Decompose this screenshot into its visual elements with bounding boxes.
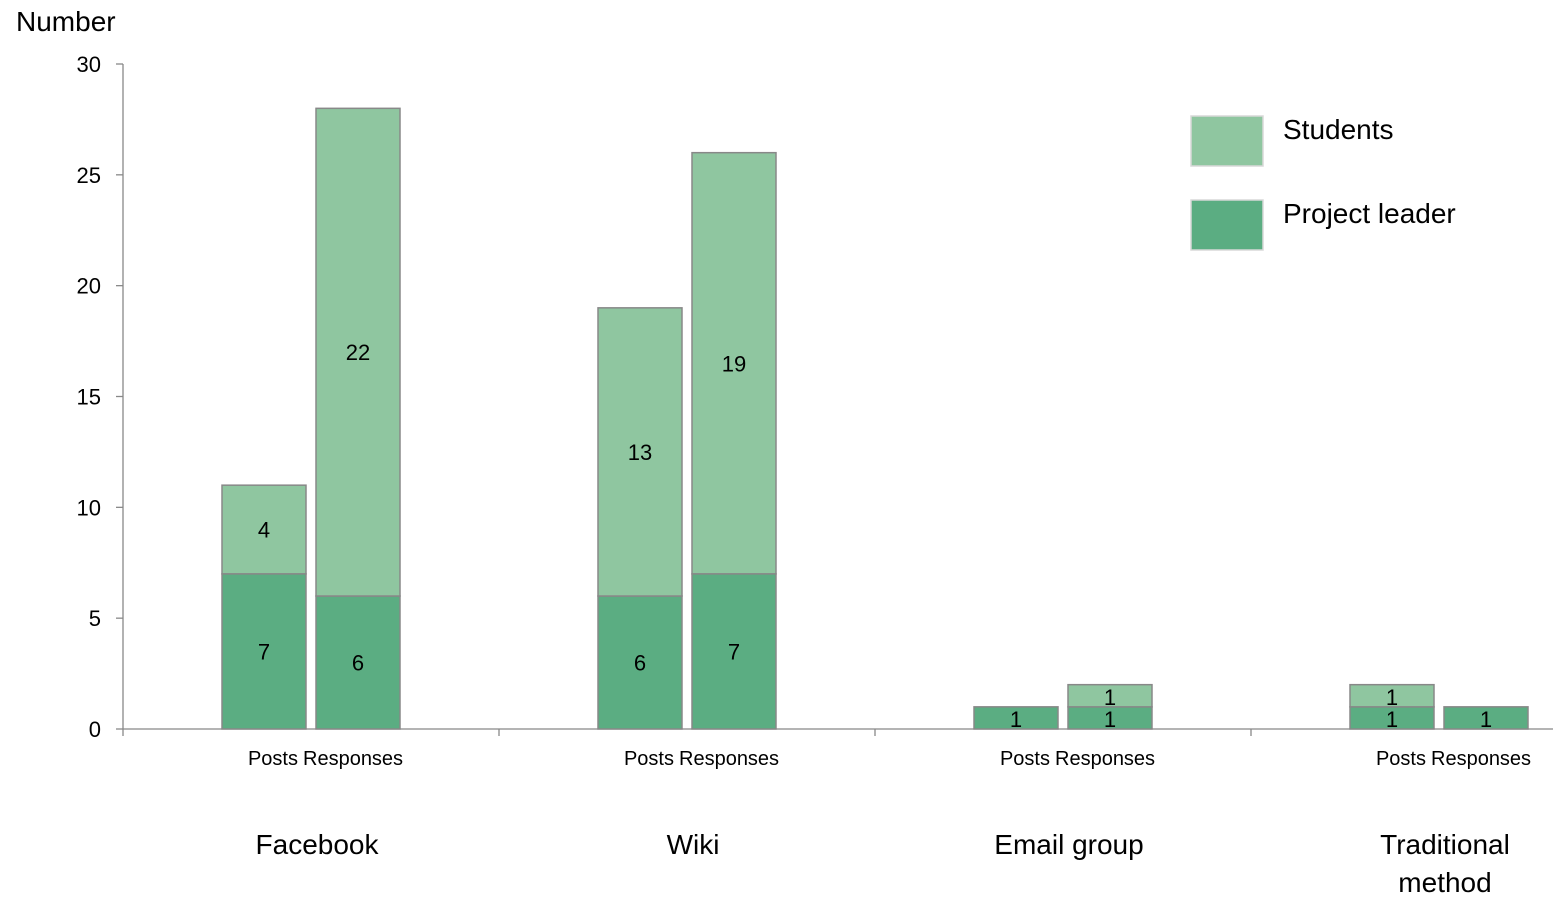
legend-label: Students [1283, 114, 1394, 145]
data-label: 19 [722, 351, 746, 376]
bar-segment [597, 307, 683, 597]
bar-segment [1067, 683, 1153, 708]
data-label: 1 [1010, 707, 1022, 732]
x-sub-label-responses: Responses [303, 748, 403, 770]
x-sub-label-posts: Posts [1376, 748, 1426, 770]
data-label: 7 [728, 639, 740, 664]
data-label: 22 [346, 340, 370, 365]
x-group-label: Wiki [667, 829, 720, 860]
data-label: 4 [258, 518, 270, 543]
data-label: 1 [1104, 685, 1116, 710]
y-tick-label: 20 [77, 274, 101, 299]
bar-segment [221, 484, 307, 575]
x-sub-label-posts: Posts [248, 748, 298, 770]
data-label: 6 [634, 651, 646, 676]
x-sub-label-responses: Responses [1055, 748, 1155, 770]
x-sub-label-responses: Responses [1431, 748, 1531, 770]
legend: Students Project leader [1190, 114, 1456, 251]
bar-segment [221, 573, 307, 730]
legend-swatch [1190, 115, 1264, 167]
bar-segment [691, 151, 777, 575]
bar-segment [1349, 683, 1435, 708]
y-tick-label: 10 [77, 495, 101, 520]
x-group-label: Facebook [256, 829, 380, 860]
x-group-label: Traditional method [1380, 829, 1510, 898]
data-label: 6 [352, 651, 364, 676]
y-tick-label: 15 [77, 385, 101, 410]
data-label: 1 [1386, 685, 1398, 710]
bar-segment [315, 107, 401, 597]
data-label: 13 [628, 440, 652, 465]
bar-segment [597, 595, 683, 730]
y-tick-label: 25 [77, 163, 101, 188]
data-label: 1 [1104, 707, 1116, 732]
x-sub-label-responses: Responses [679, 748, 779, 770]
legend-label: Project leader [1283, 198, 1456, 229]
y-tick-label: 0 [89, 717, 101, 742]
x-sub-label-posts: Posts [624, 748, 674, 770]
bar-segment [691, 573, 777, 730]
y-tick-label: 5 [89, 606, 101, 631]
y-axis-label: Number [16, 6, 116, 37]
x-sub-label-posts: Posts [1000, 748, 1050, 770]
data-label: 7 [258, 639, 270, 664]
data-label: 1 [1480, 707, 1492, 732]
bar-segment [973, 706, 1059, 730]
x-group-label: Email group [994, 829, 1143, 860]
y-tick-label: 30 [77, 52, 101, 77]
legend-swatch [1190, 199, 1264, 251]
bar-segment [1443, 706, 1529, 730]
data-label: 1 [1386, 707, 1398, 732]
